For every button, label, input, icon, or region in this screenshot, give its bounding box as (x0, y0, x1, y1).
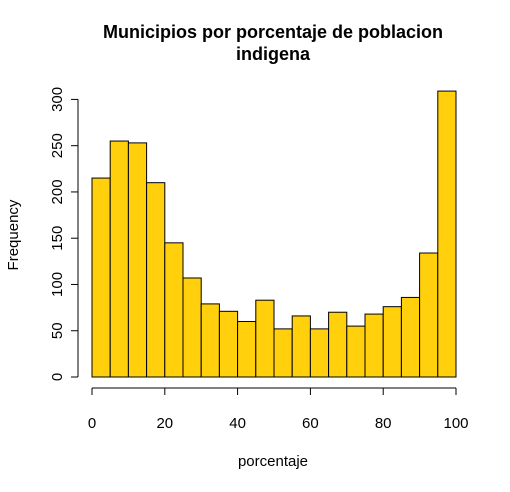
x-tick-label: 20 (156, 415, 173, 432)
histogram-bar (346, 325, 366, 378)
histogram-bar (109, 140, 129, 378)
y-tick-label: 200 (49, 179, 66, 204)
histogram-bar (273, 328, 293, 378)
y-tick-label: 150 (49, 226, 66, 251)
x-tick-label: 40 (229, 415, 246, 432)
x-axis-label: porcentaje (238, 453, 308, 470)
histogram-bar (255, 299, 275, 378)
histogram-bar (437, 90, 457, 378)
histogram-bar (164, 242, 184, 378)
histogram-bar (364, 313, 384, 378)
y-tick-label: 0 (49, 373, 66, 381)
x-tick-label: 100 (443, 415, 468, 432)
y-tick-label: 100 (49, 272, 66, 297)
y-axis-label: Frequency (5, 199, 22, 270)
x-tick-label: 60 (302, 415, 319, 432)
histogram-bar (146, 182, 166, 378)
histogram-bar (200, 303, 220, 378)
histogram-bar (182, 277, 202, 378)
y-tick-label: 50 (49, 322, 66, 339)
histogram-bar (309, 328, 330, 378)
histogram-bar (291, 315, 311, 378)
histogram-bar (400, 296, 421, 378)
x-tick-label: 80 (375, 415, 392, 432)
x-axis: 0 20 40 60 80 100 (88, 387, 469, 432)
chart-title-line-1: Municipios por porcentaje de poblacion (103, 22, 443, 42)
x-tick-label: 0 (88, 415, 96, 432)
y-axis: 0 50 100 150 200 250 300 (49, 87, 79, 381)
histogram-bar (382, 306, 402, 378)
histogram-bar (328, 311, 348, 378)
histogram-bar (419, 252, 439, 378)
y-tick-label: 300 (49, 87, 66, 112)
histogram-bar (237, 320, 257, 378)
y-tick-label: 250 (49, 133, 66, 158)
chart-title-line-2: indigena (236, 44, 311, 64)
histogram-bar (127, 142, 148, 378)
histogram-bar (91, 177, 111, 378)
bars-group (91, 90, 457, 378)
histogram-bar (218, 310, 239, 378)
